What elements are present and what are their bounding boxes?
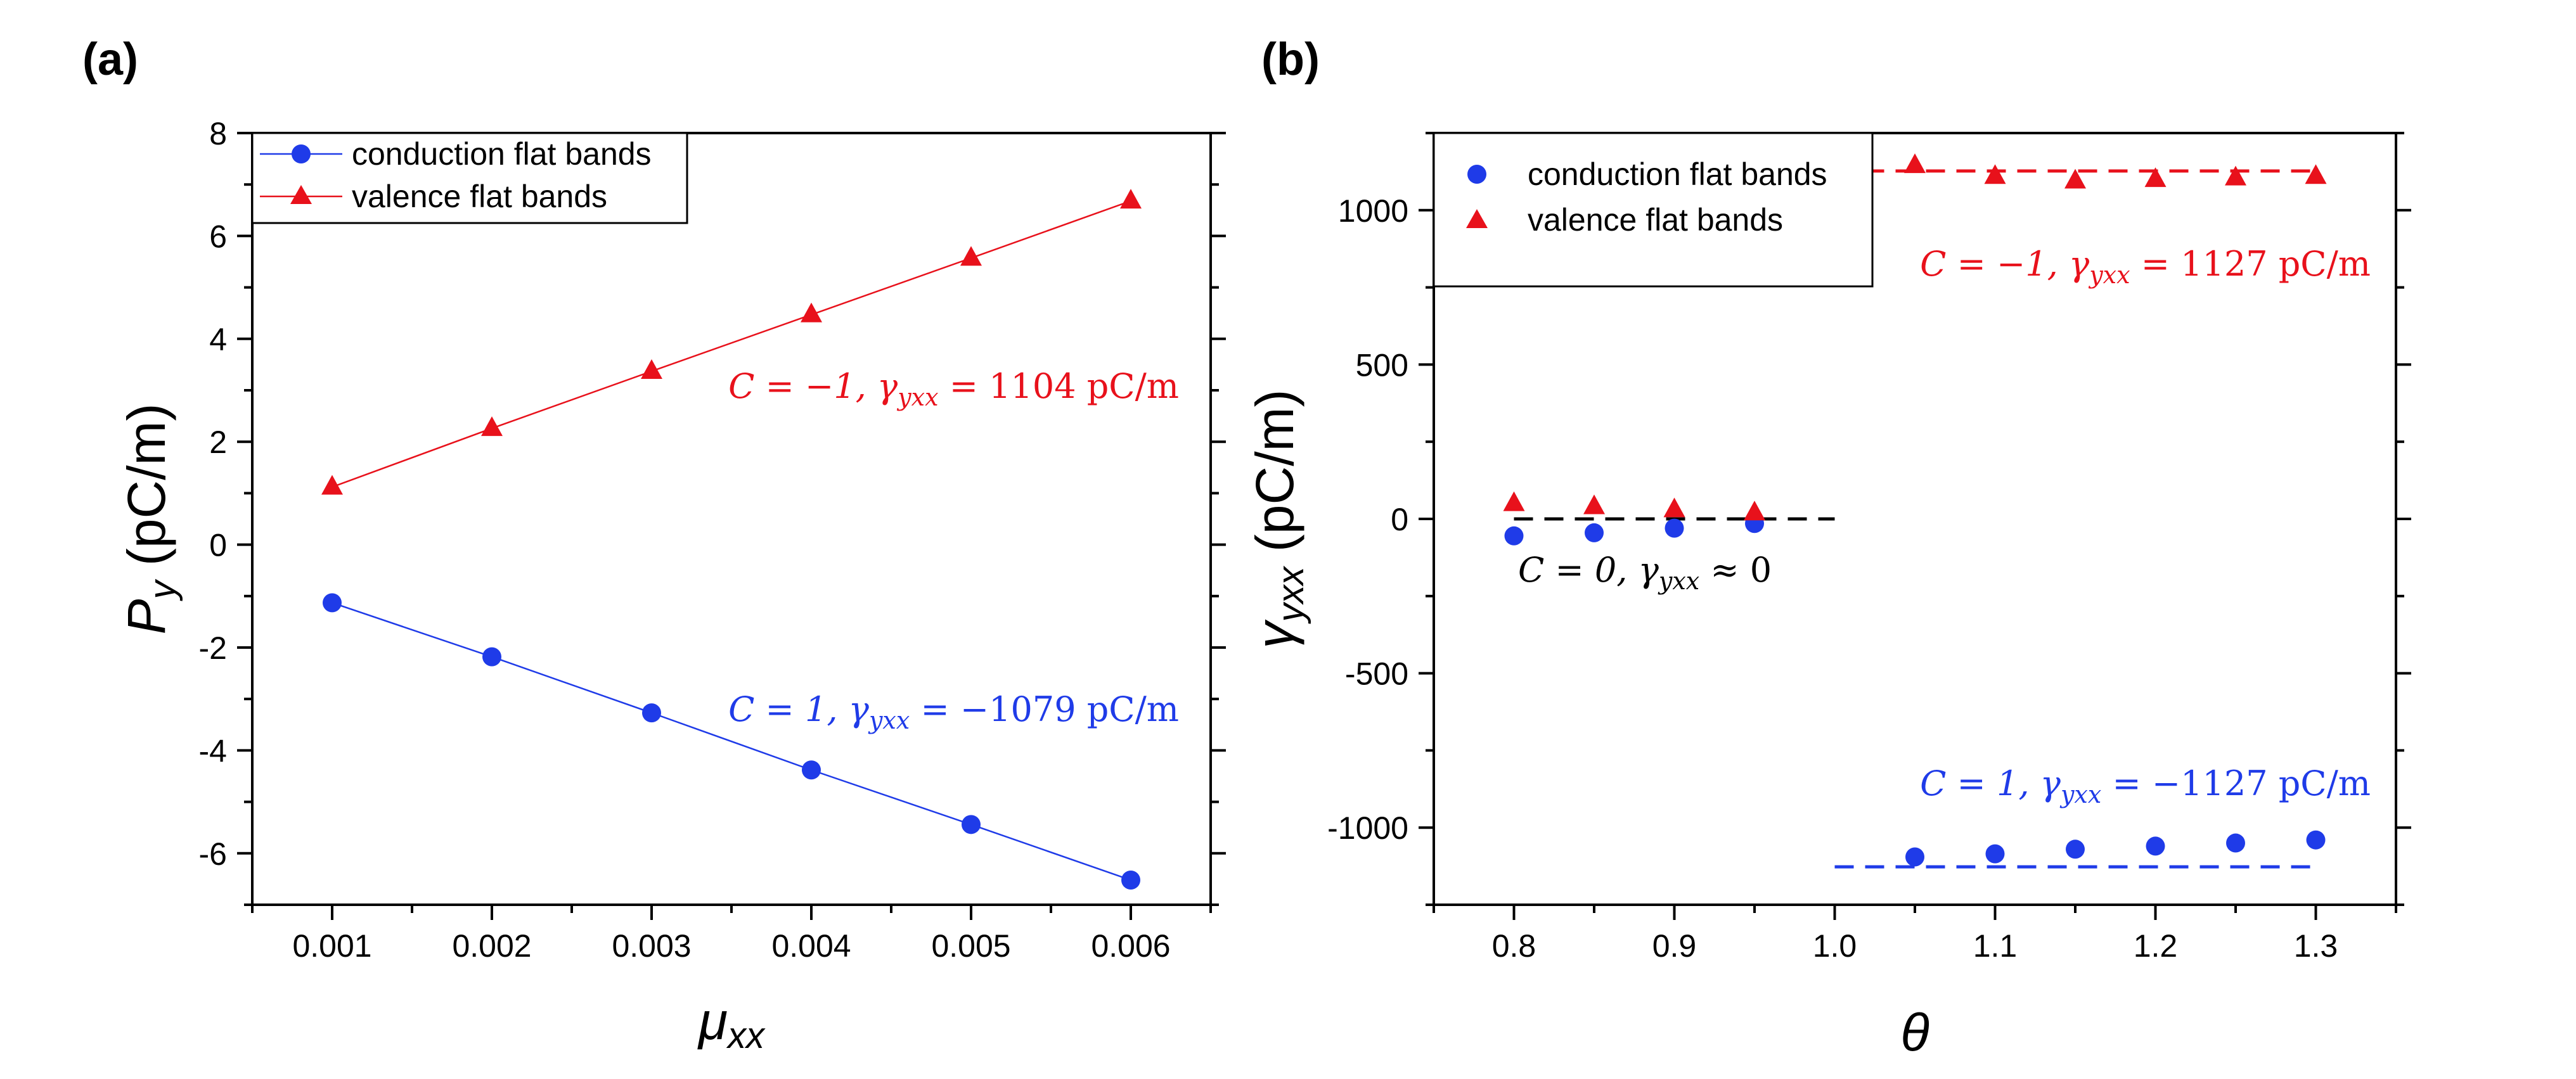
panel-a-point-valence [960,246,982,266]
panel-b-x-axis: 0.8 0.9 1.0 1.1 1.2 1.3 [1433,905,2397,964]
panel-b-point-valence [1984,164,2006,184]
panel-b-x-tick-label: 1.2 [2134,928,2178,964]
panel-b-legend-marker-valence [1466,209,1488,228]
panel-b-x-tick-label: 1.1 [1973,928,2018,964]
panel-a-x-tick-label: 0.003 [612,928,691,964]
panel-a-point-conduction [962,815,981,834]
panel-a-legend-label-conduction: conduction flat bands [352,136,652,172]
panel-a-series [321,189,1142,890]
panel-b-x-tick-label: 0.9 [1652,928,1697,964]
panel-b-y-axis: -1000 -500 0 500 1000 [1327,132,2411,906]
panel-a-y-axis-title: Py (pC/m) [117,403,183,634]
panel-a-y-tick-label: -4 [199,733,227,769]
panel-b-point-valence [2225,165,2246,186]
panel-b-point-conduction [2066,840,2085,859]
panel-a-legend-marker-conduction [292,144,311,163]
panel-a-plot-frame [251,132,1212,906]
panel-a-x-tick-label: 0.006 [1091,928,1170,964]
panel-b-point-conduction [1985,844,2005,864]
panel-a-point-valence [801,302,822,322]
panel-b-annotation-zero: C = 0, γyxx ≈ 0 [1518,550,1772,595]
panel-a-point-conduction [1121,871,1140,890]
panel-b-point-valence [1744,501,1765,521]
panel-a-y-tick-label: 2 [209,425,227,460]
panel-b: (b) 0.8 0.9 1.0 1.1 1.2 1.3 -1000 -500 0 500 1000… [1245,34,2411,1062]
panel-b-y-tick-label: 1000 [1338,193,1408,229]
panel-b-y-tick-label: -500 [1345,656,1408,692]
panel-a-y-tick-label: 0 [209,528,227,563]
panel-a-legend-marker-valence [290,185,312,204]
panel-b-x-tick-label: 0.8 [1492,928,1536,964]
panel-a-y-axis: -6 -4 -2 0 2 4 6 8 [199,116,1226,906]
panel-b-point-valence [1583,494,1605,514]
panel-a-point-conduction [642,703,661,723]
panel-b-annotation-valence: C = −1, γyxx = 1127 pC/m [1920,244,2371,289]
panel-b-point-valence [1503,491,1525,511]
panel-b-y-axis-title: γyxx (pC/m) [1245,390,1311,649]
panel-a-annotation-conduction: C = 1, γyxx = −1079 pC/m [728,689,1179,734]
panel-a-point-valence [641,359,662,379]
panel-a-legend-label-valence: valence flat bands [352,179,607,214]
panel-b-annotation-conduction: C = 1, γyxx = −1127 pC/m [1920,763,2371,808]
panel-b-point-valence [1663,497,1685,518]
panel-a-x-tick-label: 0.002 [452,928,531,964]
panel-b-point-conduction [1585,523,1604,542]
panel-b-point-conduction [2226,833,2245,853]
panel-a-x-tick-label: 0.005 [931,928,1010,964]
panel-a-legend-box [251,132,688,224]
panel-b-legend-marker-conduction [1467,165,1486,184]
panel-a-label: (a) [82,34,138,85]
panel-b-y-tick-label: -1000 [1327,810,1408,846]
panel-b-x-tick-label: 1.0 [1813,928,1857,964]
panel-a-point-valence [1120,189,1142,209]
panel-b-point-valence [2144,167,2167,188]
panel-a-x-axis: 0.001 0.002 0.003 0.004 0.005 0.006 [251,905,1212,964]
panel-a-legend: conduction flat bands valence flat bands [251,132,688,224]
panel-a-point-valence [321,475,343,495]
panel-a-x-axis-title: μxx [697,991,766,1056]
panel-b-legend-box [1433,132,1874,288]
panel-a-point-conduction [323,593,342,613]
panel-a-y-tick-label: 4 [209,322,227,357]
panel-b-label: (b) [1261,34,1320,85]
panel-a-y-tick-label: 8 [209,116,227,151]
panel-b-series [1503,153,2327,867]
panel-b-point-valence [1904,153,1926,174]
panel-b-x-axis-title: θ [1900,1002,1929,1062]
panel-a: (a) 0.001 0.002 0.003 0.004 0.005 0.006 -6-4-… [82,34,1226,1056]
panel-b-point-valence [2064,169,2086,189]
panel-a-y-tick-label: 6 [209,219,227,254]
panel-a-x-tick-label: 0.004 [771,928,851,964]
panel-a-point-conduction [802,760,821,780]
panel-b-point-conduction [2146,836,2165,856]
panel-b-y-tick-label: 500 [1356,347,1408,383]
panel-b-point-conduction [2306,830,2326,850]
panel-a-point-conduction [482,647,501,667]
panel-b-legend: conduction flat bands valence flat bands [1433,132,1874,288]
panel-b-point-valence [2305,164,2327,184]
panel-a-y-tick-label: -2 [199,630,227,666]
panel-b-point-conduction [1504,526,1524,546]
panel-a-x-tick-label: 0.001 [292,928,371,964]
panel-a-series-line-valence [332,200,1131,488]
panel-a-annotation-valence: C = −1, γyxx = 1104 pC/m [728,366,1179,411]
panel-b-legend-label-conduction: conduction flat bands [1528,156,1827,192]
panel-b-y-tick-label: 0 [1391,502,1408,537]
panel-b-legend-label-valence: valence flat bands [1528,202,1783,238]
panel-b-x-tick-label: 1.3 [2294,928,2338,964]
panel-b-point-conduction [1665,518,1684,538]
panel-a-y-tick-label: -6 [199,836,227,872]
panel-a-series-line-conduction [332,602,1131,881]
panel-a-point-valence [481,416,503,437]
panel-b-point-conduction [1905,847,1924,867]
